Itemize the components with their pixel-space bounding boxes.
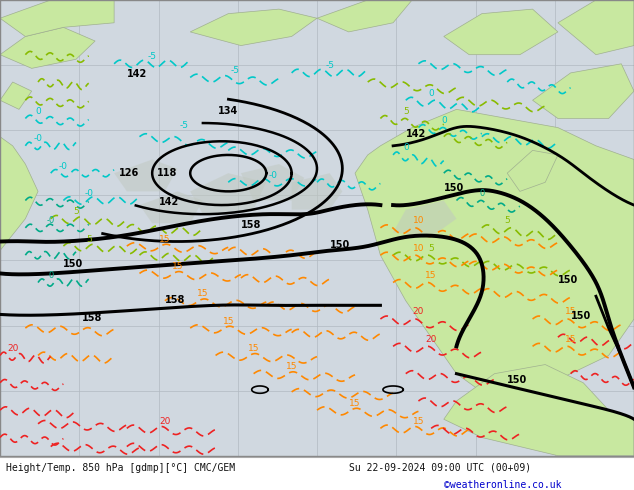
Polygon shape: [393, 200, 456, 237]
Text: 15: 15: [197, 289, 209, 298]
Text: 0: 0: [403, 144, 409, 152]
Text: 5: 5: [73, 207, 79, 216]
Text: 15: 15: [565, 307, 576, 317]
Text: 5: 5: [403, 107, 409, 116]
Text: 142: 142: [406, 129, 426, 139]
Text: 126: 126: [119, 168, 139, 178]
Text: 0: 0: [48, 271, 53, 280]
Polygon shape: [114, 160, 178, 192]
Text: 15: 15: [425, 271, 437, 280]
Text: 15: 15: [349, 398, 361, 408]
Text: 15: 15: [413, 417, 424, 426]
Text: -5: -5: [230, 66, 239, 75]
Text: -5: -5: [325, 61, 334, 71]
Text: 158: 158: [82, 313, 103, 323]
Polygon shape: [0, 82, 32, 109]
Text: 15: 15: [286, 362, 297, 371]
Polygon shape: [139, 192, 203, 223]
Text: 150: 150: [330, 241, 350, 250]
Text: 15: 15: [159, 235, 171, 244]
Text: 10: 10: [413, 216, 424, 225]
Text: 20: 20: [425, 335, 437, 344]
Text: 150: 150: [571, 311, 591, 321]
Text: 150: 150: [63, 259, 84, 269]
Polygon shape: [241, 164, 304, 200]
Text: 10: 10: [413, 244, 424, 253]
Text: Height/Temp. 850 hPa [gdmp][°C] CMC/GEM: Height/Temp. 850 hPa [gdmp][°C] CMC/GEM: [6, 463, 235, 473]
Text: 20: 20: [159, 417, 171, 426]
Text: 0: 0: [441, 116, 447, 125]
Polygon shape: [558, 0, 634, 55]
Text: 158: 158: [241, 220, 261, 230]
Text: 5: 5: [86, 235, 92, 244]
Polygon shape: [444, 365, 634, 456]
Polygon shape: [444, 9, 558, 55]
Polygon shape: [0, 27, 95, 69]
Text: 134: 134: [218, 106, 238, 116]
Text: 150: 150: [444, 183, 464, 194]
Text: -0: -0: [46, 216, 55, 225]
Text: 15: 15: [172, 262, 183, 271]
Text: -0: -0: [268, 171, 277, 180]
Text: 15: 15: [248, 344, 259, 353]
Text: 20: 20: [7, 344, 18, 353]
Polygon shape: [292, 173, 342, 210]
Polygon shape: [533, 64, 634, 119]
Text: 5: 5: [428, 244, 434, 253]
Text: 158: 158: [165, 295, 185, 305]
Text: 15: 15: [565, 335, 576, 344]
Polygon shape: [0, 137, 38, 251]
Text: 150: 150: [558, 274, 578, 285]
Text: ©weatheronline.co.uk: ©weatheronline.co.uk: [444, 480, 561, 490]
Polygon shape: [190, 9, 317, 46]
Text: 0: 0: [428, 89, 434, 98]
Text: -0: -0: [34, 134, 42, 143]
Polygon shape: [507, 150, 558, 192]
Text: -0: -0: [84, 189, 93, 198]
Text: 5: 5: [504, 216, 510, 225]
Polygon shape: [190, 173, 266, 214]
Polygon shape: [0, 0, 114, 36]
Polygon shape: [317, 0, 412, 32]
Polygon shape: [355, 109, 634, 401]
Text: 142: 142: [127, 70, 147, 79]
Text: 0: 0: [479, 189, 484, 198]
Text: -5: -5: [148, 52, 157, 61]
Text: -0: -0: [59, 162, 68, 171]
Text: 15: 15: [223, 317, 234, 325]
Text: -5: -5: [179, 121, 188, 129]
Text: 0: 0: [35, 107, 41, 116]
Text: 142: 142: [158, 197, 179, 207]
Text: 118: 118: [157, 168, 178, 178]
Text: 150: 150: [507, 375, 527, 385]
Text: Su 22-09-2024 09:00 UTC (00+09): Su 22-09-2024 09:00 UTC (00+09): [349, 463, 531, 473]
Text: 20: 20: [413, 307, 424, 317]
